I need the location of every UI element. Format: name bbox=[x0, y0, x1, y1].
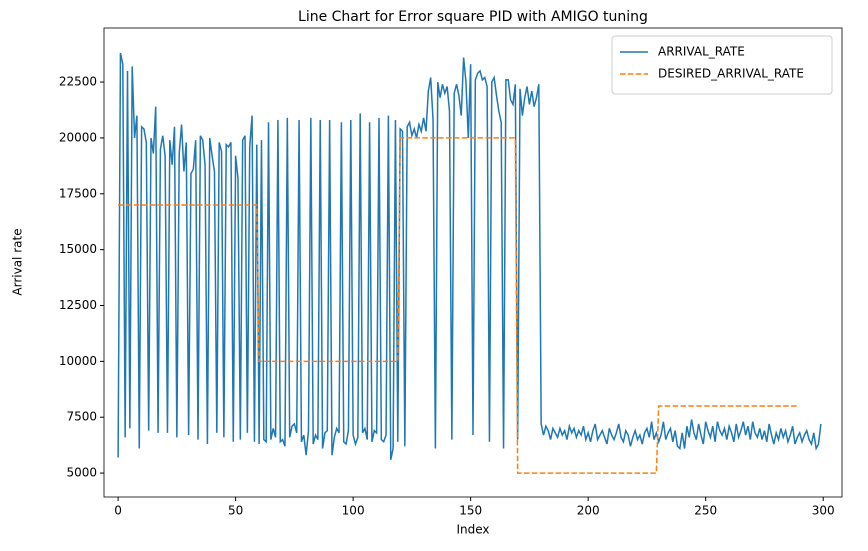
x-tick-label: 200 bbox=[577, 504, 600, 518]
legend-label: ARRIVAL_RATE bbox=[658, 45, 745, 59]
y-tick-label: 5000 bbox=[66, 466, 97, 480]
data-line bbox=[118, 137, 798, 474]
y-tick-label: 7500 bbox=[66, 410, 97, 424]
x-tick-label: 50 bbox=[228, 504, 243, 518]
legend-label: DESIRED_ARRIVAL_RATE bbox=[658, 67, 804, 81]
x-tick-label: 100 bbox=[342, 504, 365, 518]
x-tick-label: 0 bbox=[114, 504, 122, 518]
legend-box bbox=[611, 35, 833, 95]
x-tick-label: 300 bbox=[812, 504, 835, 518]
x-axis-label: Index bbox=[456, 523, 489, 537]
plot-frame bbox=[103, 27, 843, 498]
y-tick-label: 17500 bbox=[59, 186, 97, 200]
y-tick-label: 10000 bbox=[59, 354, 97, 368]
x-tick-label: 250 bbox=[694, 504, 717, 518]
data-line bbox=[117, 52, 822, 460]
y-tick-label: 20000 bbox=[59, 130, 97, 144]
chart-title: Line Chart for Error square PID with AMI… bbox=[298, 9, 648, 25]
y-tick-label: 12500 bbox=[59, 298, 97, 312]
y-tick-label: 15000 bbox=[59, 242, 97, 256]
y-tick-label: 22500 bbox=[59, 75, 97, 89]
y-axis-label: Arrival rate bbox=[11, 228, 25, 295]
x-tick-label: 150 bbox=[459, 504, 482, 518]
